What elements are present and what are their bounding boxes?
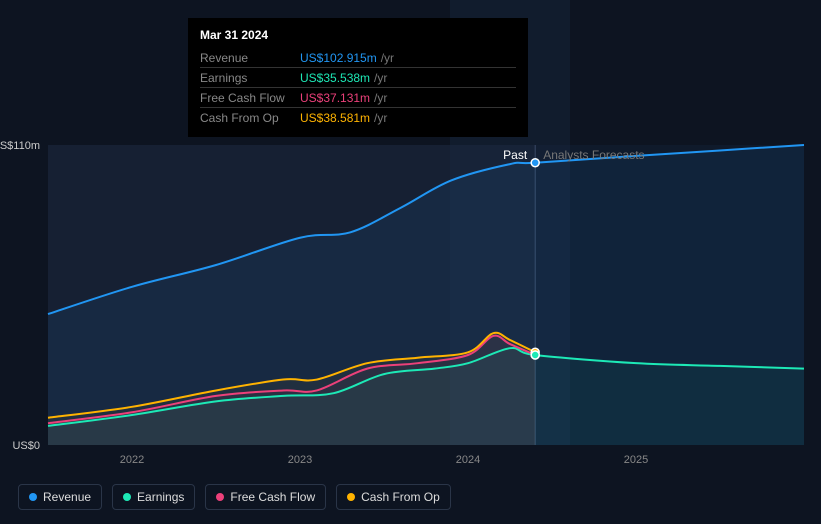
tooltip-row-value: US$37.131m (300, 91, 370, 105)
tooltip-row-label: Cash From Op (200, 111, 300, 125)
legend-item-fcf[interactable]: Free Cash Flow (205, 484, 326, 510)
legend-label: Earnings (137, 490, 184, 504)
x-tick-label: 2022 (120, 454, 144, 466)
legend-item-cfo[interactable]: Cash From Op (336, 484, 451, 510)
tooltip-row-suffix: /yr (381, 51, 394, 65)
marker-earnings (531, 351, 539, 359)
legend-label: Cash From Op (361, 490, 440, 504)
legend-item-revenue[interactable]: Revenue (18, 484, 102, 510)
chart-tooltip: Mar 31 2024 RevenueUS$102.915m/yrEarning… (188, 18, 528, 137)
legend-dot (29, 493, 37, 501)
y-tick-label: US$0 (12, 440, 40, 452)
tooltip-date: Mar 31 2024 (200, 28, 516, 42)
y-tick-label: US$110m (0, 140, 40, 152)
financial-chart: US$0 US$110m 2022 2023 2024 2025 Past Analysts … (0, 0, 821, 524)
legend-dot (347, 493, 355, 501)
tooltip-row-suffix: /yr (374, 71, 387, 85)
tooltip-row: RevenueUS$102.915m/yr (200, 48, 516, 65)
legend-label: Free Cash Flow (230, 490, 315, 504)
tooltip-row: EarningsUS$35.538m/yr (200, 67, 516, 85)
marker-revenue (531, 159, 539, 167)
legend-item-earnings[interactable]: Earnings (112, 484, 195, 510)
x-tick-label: 2025 (624, 454, 648, 466)
tooltip-row-value: US$102.915m (300, 51, 377, 65)
tooltip-row: Cash From OpUS$38.581m/yr (200, 107, 516, 125)
x-tick-label: 2023 (288, 454, 312, 466)
tooltip-row: Free Cash FlowUS$37.131m/yr (200, 87, 516, 105)
tooltip-row-suffix: /yr (374, 91, 387, 105)
tooltip-row-label: Free Cash Flow (200, 91, 300, 105)
legend-label: Revenue (43, 490, 91, 504)
x-tick-label: 2024 (456, 454, 480, 466)
legend-dot (216, 493, 224, 501)
legend-dot (123, 493, 131, 501)
past-label: Past (503, 148, 528, 162)
tooltip-row-suffix: /yr (374, 111, 387, 125)
tooltip-row-value: US$38.581m (300, 111, 370, 125)
tooltip-row-label: Revenue (200, 51, 300, 65)
forecast-label: Analysts Forecasts (543, 148, 644, 162)
tooltip-row-value: US$35.538m (300, 71, 370, 85)
chart-legend: Revenue Earnings Free Cash Flow Cash From O… (18, 484, 451, 510)
tooltip-row-label: Earnings (200, 71, 300, 85)
